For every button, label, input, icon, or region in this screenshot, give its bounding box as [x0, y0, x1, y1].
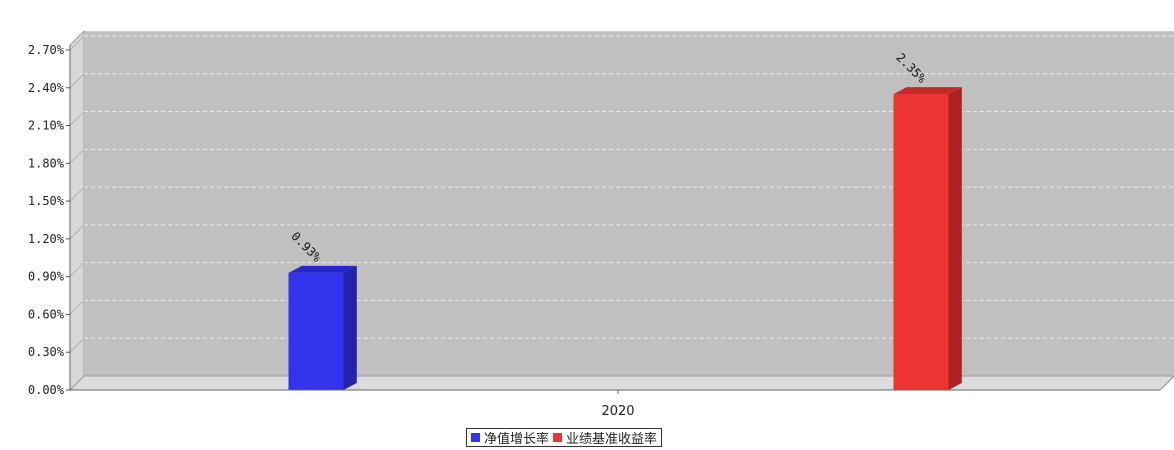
- legend: 净值增长率 业绩基准收益率: [466, 428, 663, 447]
- bar-side: [948, 87, 962, 391]
- grid-line-side: [69, 337, 85, 353]
- legend-label: 业绩基准收益率: [566, 432, 658, 447]
- grid-line-side: [69, 186, 85, 202]
- legend-item-nav-growth: 净值增长率: [471, 428, 549, 447]
- x-axis: 2020: [70, 375, 1174, 419]
- plot-floor: [68, 375, 1174, 391]
- grid-lines: [69, 35, 1174, 353]
- bar-front: [288, 272, 344, 390]
- grid-line-side: [69, 35, 85, 51]
- y-tick-label: 0.90%: [28, 270, 65, 284]
- legend-label: 净值增长率: [484, 432, 550, 447]
- y-tick-label: 1.80%: [28, 156, 65, 170]
- grid-line-side: [69, 262, 85, 278]
- y-tick-label: 0.00%: [28, 383, 65, 397]
- legend-swatch-blue: [471, 433, 480, 442]
- legend-swatch-red: [553, 433, 563, 442]
- bar-chart: 0.00% 0.30% 0.60% 0.90% 1.20% 1.50% 1.80% 2.10%…: [27, 0, 1174, 419]
- bar-top: [893, 87, 962, 95]
- x-tick-label: 2020: [601, 404, 634, 419]
- y-axis: 0.00% 0.30% 0.60% 0.90% 1.20% 1.50% 1.80% 2.10%…: [28, 43, 71, 397]
- grid-line-side: [69, 111, 85, 126]
- y-tick-label: 0.60%: [28, 307, 65, 321]
- y-tick-label: 2.40%: [28, 81, 65, 95]
- y-tick-label: 1.20%: [28, 232, 65, 246]
- legend-item-benchmark: 业绩基准收益率: [553, 428, 657, 447]
- y-tick-label: 2.70%: [28, 43, 65, 57]
- x-axis-corner: [1159, 375, 1174, 391]
- grid-line-side: [69, 148, 85, 164]
- bar-front: [893, 94, 949, 391]
- bar-top: [288, 265, 357, 273]
- grid-line-side: [69, 224, 85, 240]
- plot-side-wall: [69, 29, 85, 392]
- bar-benchmark: 2.35%: [893, 50, 962, 391]
- y-tick-label: 1.50%: [28, 194, 65, 208]
- plot-area: [68, 29, 1174, 392]
- grid-line-side: [69, 73, 85, 89]
- grid-line-side: [69, 300, 85, 315]
- chart-title-clipped: [60, 0, 1160, 6]
- y-tick-label: 0.30%: [28, 345, 65, 359]
- plot-back-wall: [84, 31, 1174, 376]
- y-tick-label: 2.10%: [28, 119, 65, 133]
- bar-side: [343, 265, 357, 390]
